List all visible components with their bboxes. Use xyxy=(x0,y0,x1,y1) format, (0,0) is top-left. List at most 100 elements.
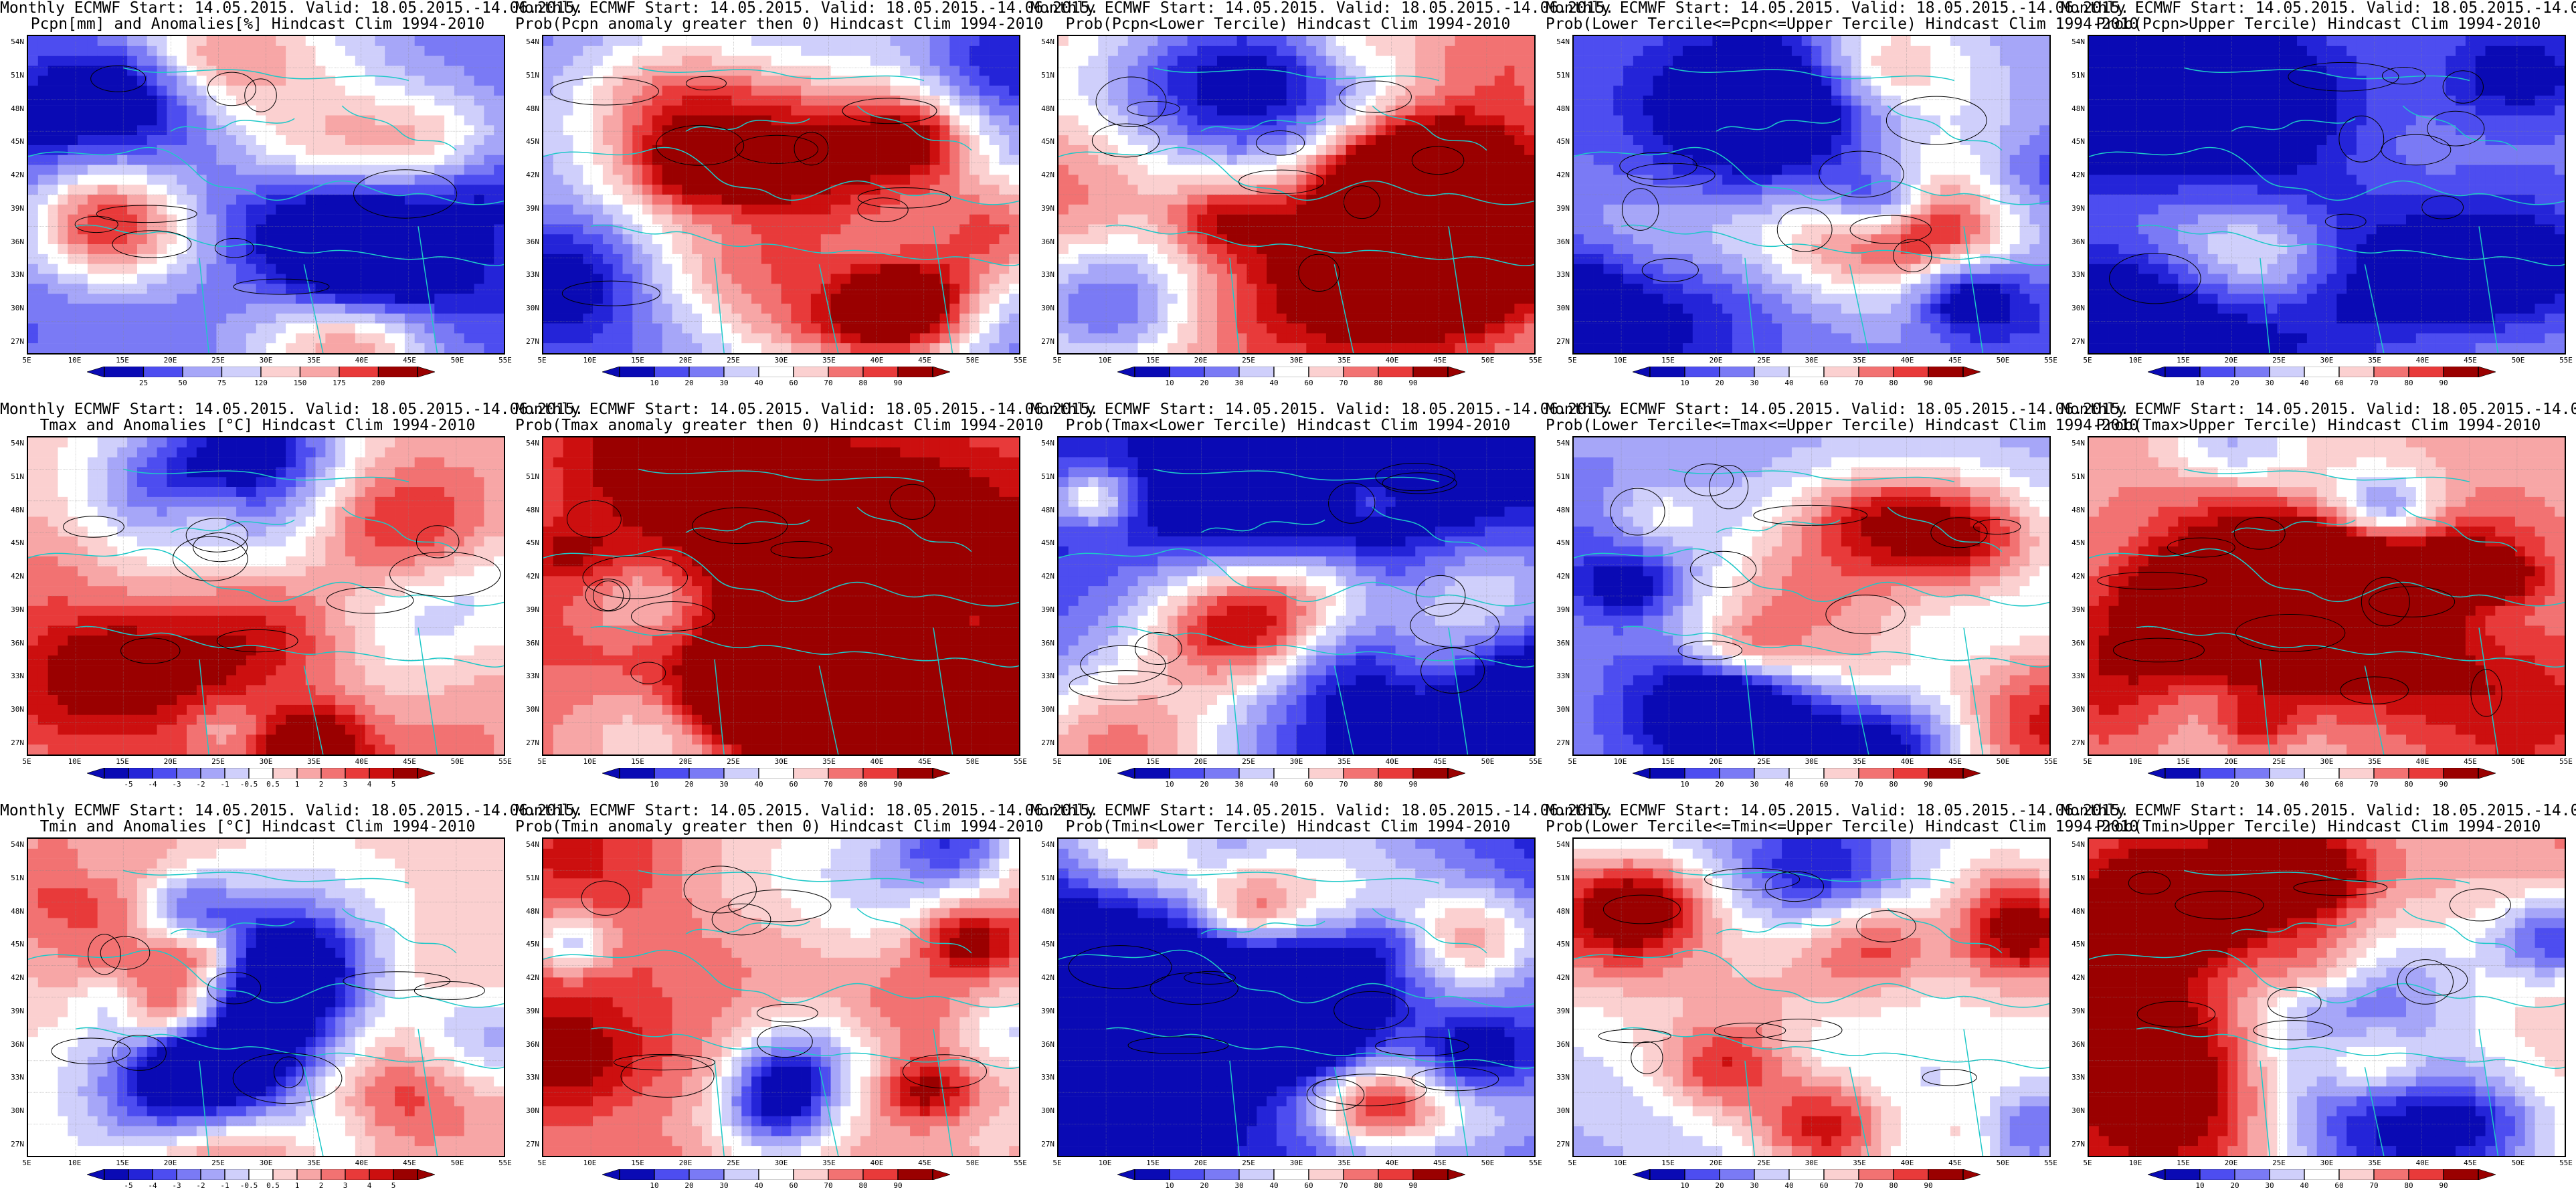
lat-tick-label: 33N xyxy=(2062,1074,2085,1081)
colorbar-tick-label: 80 xyxy=(1365,1182,1392,1189)
lon-tick-label: 15E xyxy=(1141,357,1164,364)
colorbar xyxy=(87,367,435,377)
lat-tick-label: 42N xyxy=(1547,974,1570,981)
lon-tick-label: 40E xyxy=(1381,758,1404,765)
lon-tick-label: 5E xyxy=(1046,357,1069,364)
lon-tick-label: 20E xyxy=(1190,1159,1212,1167)
lon-tick-label: 40E xyxy=(1896,1159,1919,1167)
lon-tick-label: 50E xyxy=(1992,758,2015,765)
colorbar-tick-label: -4 xyxy=(139,781,166,788)
lat-tick-label: 51N xyxy=(2062,473,2085,480)
lon-tick-label: 10E xyxy=(2124,758,2147,765)
lat-tick-label: 45N xyxy=(1,940,24,948)
map-frame xyxy=(1572,436,2051,756)
lon-tick-label: 20E xyxy=(1705,758,1728,765)
lat-tick-label: 54N xyxy=(1032,38,1054,45)
lat-tick-label: 42N xyxy=(1547,573,1570,580)
map-panel-pcpn-prob-lower: Monthly ECMWF Start: 14.05.2015. Valid: … xyxy=(1030,0,1614,401)
map-field xyxy=(2089,839,2565,1156)
colorbar-tick-label: 40 xyxy=(1261,781,1287,788)
lon-tick-label: 45E xyxy=(2459,758,2482,765)
lon-tick-label: 45E xyxy=(2459,357,2482,364)
lat-tick-label: 39N xyxy=(517,606,539,613)
lat-tick-label: 54N xyxy=(1,38,24,45)
colorbar-tick-label: 30 xyxy=(2256,781,2283,788)
colorbar-tick-label: 70 xyxy=(1845,781,1872,788)
lat-tick-label: 39N xyxy=(517,205,539,212)
lon-tick-label: 35E xyxy=(302,758,325,765)
lon-tick-label: 45E xyxy=(1429,1159,1451,1167)
lon-tick-label: 15E xyxy=(111,1159,134,1167)
lon-tick-label: 30E xyxy=(770,1159,793,1167)
colorbar-tick-label: 70 xyxy=(1330,1182,1357,1189)
lat-tick-label: 51N xyxy=(1547,72,1570,79)
map-field xyxy=(1059,36,1534,353)
lon-tick-label: 20E xyxy=(159,1159,182,1167)
lat-tick-label: 27N xyxy=(2062,739,2085,746)
lat-tick-label: 27N xyxy=(1032,739,1054,746)
lon-tick-label: 55E xyxy=(2039,758,2062,765)
lon-tick-label: 20E xyxy=(2220,357,2243,364)
lon-tick-label: 40E xyxy=(866,357,889,364)
lon-tick-label: 5E xyxy=(1561,357,1584,364)
panel-title: Prob(Tmax<Lower Tercile) Hindcast Clim 1… xyxy=(1030,417,1546,434)
colorbar-tick-label: 40 xyxy=(2291,781,2318,788)
lon-tick-label: 5E xyxy=(1046,758,1069,765)
panel-header-line: Monthly ECMWF Start: 14.05.2015. Valid: … xyxy=(2061,401,2576,418)
lat-tick-label: 54N xyxy=(2062,841,2085,848)
lon-tick-label: 10E xyxy=(1609,758,1632,765)
lon-tick-label: 30E xyxy=(770,357,793,364)
map-field xyxy=(1059,839,1534,1156)
colorbar-tick-label: 60 xyxy=(1295,1182,1322,1189)
colorbar xyxy=(2148,367,2496,377)
lon-tick-label: 10E xyxy=(1094,1159,1117,1167)
lat-tick-label: 54N xyxy=(1,841,24,848)
colorbar-tick-label: -2 xyxy=(187,1182,214,1189)
map-field xyxy=(543,36,1019,353)
lat-tick-label: 33N xyxy=(2062,271,2085,278)
lon-tick-label: 40E xyxy=(866,1159,889,1167)
lat-tick-label: 54N xyxy=(1032,841,1054,848)
lat-tick-label: 36N xyxy=(1547,1041,1570,1048)
colorbar-tick-label: 70 xyxy=(815,379,842,387)
lon-tick-label: 5E xyxy=(531,1159,553,1167)
map-panel-tmin-prob-mid: Monthly ECMWF Start: 14.05.2015. Valid: … xyxy=(1546,803,2138,1204)
colorbar-tick-label: 40 xyxy=(2291,379,2318,387)
panel-title: Prob(Tmin anomaly greater then 0) Hindca… xyxy=(515,819,1043,835)
lat-tick-label: 30N xyxy=(1547,706,1570,713)
map-panel-pcpn-anom: Monthly ECMWF Start: 14.05.2015. Valid: … xyxy=(0,0,583,401)
lat-tick-label: 51N xyxy=(1032,874,1054,882)
lat-tick-label: 54N xyxy=(1547,439,1570,447)
lat-tick-label: 27N xyxy=(1,1140,24,1148)
lon-tick-label: 5E xyxy=(15,357,38,364)
colorbar-tick-label: 90 xyxy=(885,781,911,788)
lat-tick-label: 33N xyxy=(1032,1074,1054,1081)
lat-tick-label: 27N xyxy=(1032,1140,1054,1148)
colorbar-tick-label: 80 xyxy=(1365,379,1392,387)
colorbar-tick-label: 30 xyxy=(1741,781,1768,788)
lon-tick-label: 55E xyxy=(2555,1159,2576,1167)
colorbar-tick-label: 30 xyxy=(711,1182,737,1189)
colorbar-tick-label: 20 xyxy=(676,781,703,788)
lon-tick-label: 40E xyxy=(1381,357,1404,364)
lon-tick-label: 20E xyxy=(159,758,182,765)
lon-tick-label: 40E xyxy=(351,758,373,765)
colorbar-tick-label: 60 xyxy=(1811,781,1837,788)
lon-tick-label: 15E xyxy=(111,357,134,364)
lat-tick-label: 51N xyxy=(517,72,539,79)
map-panel-pcpn-prob-upper: Monthly ECMWF Start: 14.05.2015. Valid: … xyxy=(2061,0,2576,401)
colorbar-tick-label: 30 xyxy=(1226,1182,1253,1189)
lat-tick-label: 45N xyxy=(2062,138,2085,145)
lat-tick-label: 51N xyxy=(517,473,539,480)
lon-tick-label: 25E xyxy=(207,357,229,364)
colorbar-tick-label: 40 xyxy=(2291,1182,2318,1189)
lat-tick-label: 27N xyxy=(1547,338,1570,345)
lon-tick-label: 55E xyxy=(1009,758,1032,765)
map-field xyxy=(1574,36,2049,353)
lat-tick-label: 48N xyxy=(1,105,24,112)
map-panel-pcpn-prob-mid: Monthly ECMWF Start: 14.05.2015. Valid: … xyxy=(1546,0,2138,401)
colorbar-tick-label: 10 xyxy=(1671,379,1698,387)
lon-tick-label: 40E xyxy=(2411,1159,2434,1167)
lon-tick-label: 40E xyxy=(351,357,373,364)
colorbar-tick-label: 150 xyxy=(287,379,314,387)
